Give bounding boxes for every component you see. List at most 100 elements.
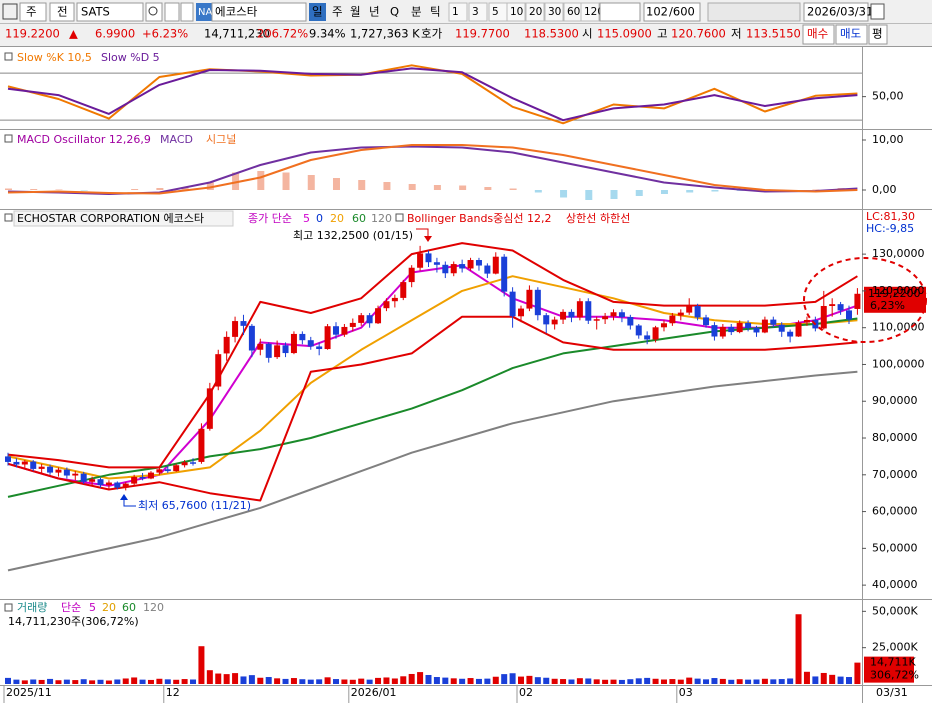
interval-box[interactable]: [468, 2, 488, 22]
volume-bar: [332, 679, 339, 684]
volume-bar: [560, 679, 567, 684]
low-arrowhead: [120, 494, 128, 500]
volume-bar: [63, 679, 70, 684]
low-label: 저: [731, 27, 742, 41]
volume-bar: [181, 679, 188, 684]
name-input[interactable]: [211, 2, 307, 22]
period-button[interactable]: 틱: [430, 5, 441, 19]
interval-button: 10: [510, 6, 523, 18]
search-button[interactable]: [145, 2, 163, 22]
candle-body: [147, 472, 154, 479]
legend-vma: 5: [89, 601, 96, 614]
volume-bar: [627, 679, 634, 684]
oscillator-bar: [131, 189, 139, 190]
candle-body: [703, 317, 710, 326]
period-button[interactable]: 일: [312, 5, 323, 19]
period-button[interactable]: 분: [411, 5, 422, 19]
volume-bar: [408, 673, 415, 684]
volume: 14,711,230: [204, 27, 270, 41]
period-button[interactable]: 월: [350, 5, 361, 19]
candle-body: [400, 282, 407, 298]
candle-body: [47, 466, 54, 473]
volume-bar: [669, 679, 676, 684]
period-button[interactable]: 주: [332, 5, 343, 19]
volume-bar: [391, 678, 398, 684]
interval-box[interactable]: [525, 2, 545, 22]
legend-ma5: 5: [303, 212, 310, 225]
change-pct: +6.23%: [142, 27, 188, 41]
candle-body: [433, 262, 440, 265]
window-icon[interactable]: [2, 3, 18, 20]
volume-bar: [719, 678, 726, 684]
last-price-box: [864, 286, 926, 313]
candle-body: [719, 326, 726, 337]
candle-body: [778, 324, 785, 332]
volume-bar: [703, 679, 710, 684]
oscillator-bar: [257, 171, 265, 190]
y-tick-label: 80,0000: [872, 431, 918, 444]
interval-box[interactable]: [506, 2, 526, 22]
panel-frames: [0, 46, 932, 703]
y-tick-label: 40,0000: [872, 578, 918, 591]
candle-body: [299, 333, 306, 341]
volume-bar: [652, 678, 659, 684]
open: 115.0900: [597, 27, 652, 41]
calendar-icon[interactable]: [870, 3, 885, 20]
oscillator-bar: [80, 190, 88, 191]
exchange: NA: [198, 7, 212, 18]
volume-bar: [358, 678, 365, 684]
low-annotation: 최저 65,7600 (11/21): [138, 499, 251, 512]
volume-bar: [829, 674, 836, 684]
oscillator-bar: [206, 182, 214, 190]
buy-button[interactable]: [802, 24, 835, 45]
last-change: 6,23%: [870, 299, 905, 312]
volume-bar: [602, 679, 609, 684]
volume-bar: [223, 674, 230, 684]
tool-icons[interactable]: [707, 2, 801, 22]
period-button[interactable]: 년: [369, 5, 380, 19]
avg-button[interactable]: [868, 24, 888, 45]
volume-bar: [55, 680, 62, 684]
volume-bar: [787, 678, 794, 684]
interval-box[interactable]: [448, 2, 468, 22]
prev-select[interactable]: [49, 2, 75, 22]
volume-title: 거래량: [17, 601, 47, 614]
symbol-input[interactable]: [76, 2, 144, 22]
list-button[interactable]: [180, 2, 194, 22]
volume-bar: [240, 676, 247, 684]
volume-bar: [433, 677, 440, 684]
legend-macd: MACD: [160, 133, 193, 146]
volume-bar: [349, 679, 356, 684]
candle-body: [459, 264, 466, 269]
volume-bar: [770, 679, 777, 684]
period-button[interactable]: Q: [390, 5, 399, 19]
last-volume-box: [864, 656, 914, 683]
x-tick-label: 03: [679, 686, 693, 699]
period-selected[interactable]: [309, 3, 326, 21]
legend-k: Slow %K 10,5: [17, 51, 92, 64]
market: 주: [26, 5, 37, 19]
sell-button[interactable]: [835, 24, 868, 45]
oscillator-bar: [307, 175, 315, 190]
interval-button: 3: [472, 6, 479, 18]
oscillator-bar: [358, 180, 366, 190]
candle-body: [248, 325, 255, 351]
volume-bar: [846, 677, 852, 684]
volume-bar: [812, 676, 819, 684]
candle-body: [770, 319, 777, 325]
chart-title: ECHOSTAR CORPORATION 에코스타: [17, 212, 204, 225]
sound-button[interactable]: [164, 2, 180, 22]
market-select[interactable]: [19, 2, 47, 22]
volume-bar: [475, 678, 482, 684]
interval-box[interactable]: [580, 2, 600, 22]
date-box[interactable]: [803, 2, 869, 22]
interval-box[interactable]: [544, 2, 564, 22]
search-icon: [148, 6, 158, 16]
interval-buttons: 1 3 5 10 20 30 60 120: [448, 2, 604, 22]
volume-bar: [686, 677, 693, 684]
candle-body: [501, 256, 508, 292]
volume-bar: [139, 679, 146, 684]
interval-combo[interactable]: [599, 2, 641, 22]
count-box[interactable]: [643, 2, 701, 22]
